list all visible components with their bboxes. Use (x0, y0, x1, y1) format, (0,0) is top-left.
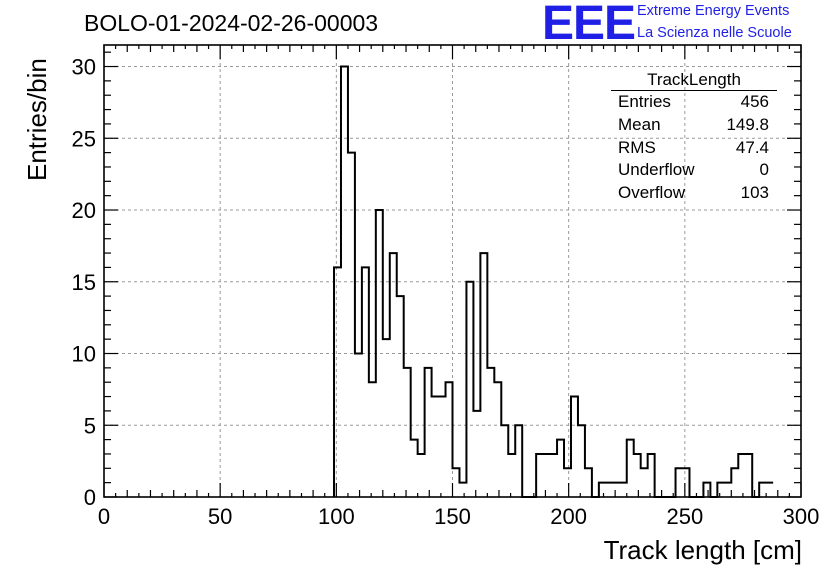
stat-label: Overflow (618, 183, 686, 203)
y-tick-label: 5 (84, 413, 96, 438)
y-tick-label: 25 (72, 126, 96, 151)
y-tick-label: 20 (72, 198, 96, 223)
stats-title: TrackLength (611, 70, 777, 91)
stat-row-underflow: Underflow 0 (611, 159, 777, 182)
stat-label: RMS (618, 137, 656, 157)
y-tick-label: 0 (84, 485, 96, 510)
y-axis-label: Entries/bin (22, 58, 52, 181)
x-tick-label: 0 (98, 504, 110, 529)
x-tick-label: 200 (550, 504, 587, 529)
stat-label: Entries (618, 92, 671, 111)
stat-value: 149.8 (726, 114, 769, 134)
x-tick-label: 250 (666, 504, 703, 529)
x-tick-label: 100 (318, 504, 355, 529)
stat-label: Mean (618, 114, 661, 134)
stat-label: Underflow (618, 160, 695, 180)
logo-subtitle-2: La Scienza nelle Scuole (637, 25, 792, 41)
x-axis-label: Track length [cm] (603, 535, 802, 565)
x-tick-label: 150 (434, 504, 471, 529)
stat-value: 47.4 (735, 137, 769, 157)
stat-row-overflow: Overflow 103 (611, 182, 777, 205)
stat-value: 0 (759, 160, 769, 180)
y-tick-label: 30 (72, 55, 96, 80)
logo-subtitle-1: Extreme Energy Events (637, 3, 790, 19)
stat-row-rms: RMS 47.4 (611, 137, 777, 160)
stats-box: TrackLength Entries 456 Mean 149.8 RMS 4… (611, 70, 777, 205)
stat-row-mean: Mean 149.8 (611, 114, 777, 137)
chart-title: BOLO-01-2024-02-26-00003 (84, 10, 379, 36)
stat-value: 456 (740, 92, 769, 111)
stat-value: 103 (740, 183, 769, 203)
y-tick-label: 10 (72, 342, 96, 367)
eee-logo: EEE (542, 0, 636, 50)
x-tick-label: 300 (783, 504, 820, 529)
x-tick-label: 50 (208, 504, 232, 529)
y-tick-label: 15 (72, 270, 96, 295)
stat-row-entries: Entries 456 (611, 91, 777, 114)
